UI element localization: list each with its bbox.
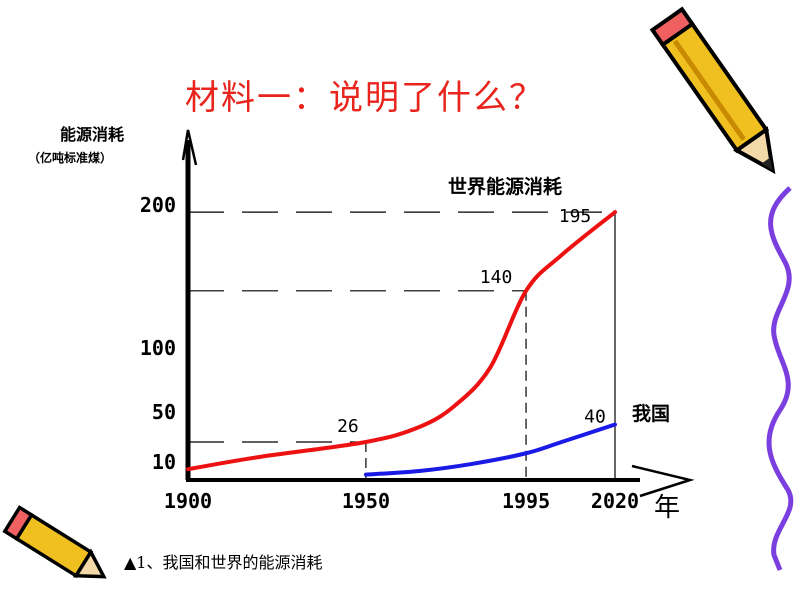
y-axis-arrow (181, 129, 198, 166)
data-label: 195 (559, 206, 592, 227)
x-tick-label: 1900 (164, 489, 212, 513)
wave-decoration (766, 186, 794, 571)
x-tick-label: 1950 (342, 489, 390, 513)
pencil-icon (2, 505, 107, 579)
data-label: 26 (337, 416, 359, 437)
y-axis-unit: （亿吨标准煤） (28, 150, 112, 165)
y-tick-label: 10 (152, 450, 176, 474)
data-label: 40 (584, 407, 606, 428)
y-tick-label: 200 (140, 193, 176, 217)
y-tick-label: 100 (140, 336, 176, 360)
y-tick-label: 50 (152, 400, 176, 424)
x-axis-unit: 年 (654, 493, 680, 523)
series-label-china: 我国 (632, 403, 670, 425)
x-axis-arrow (631, 464, 695, 498)
y-axis-title: 能源消耗 (60, 125, 124, 144)
x-tick-label: 2020 (591, 489, 639, 513)
series-line-world (186, 210, 617, 472)
x-tick-label: 1995 (502, 489, 550, 513)
chart-caption: ▲1、我国和世界的能源消耗 (124, 553, 323, 572)
slide-title: 材料一：说明了什么？ (185, 78, 545, 118)
pencil-icon (649, 6, 776, 175)
series-line-china (363, 422, 617, 477)
data-label: 140 (480, 267, 513, 288)
series-label-world: 世界能源消耗 (448, 175, 562, 198)
